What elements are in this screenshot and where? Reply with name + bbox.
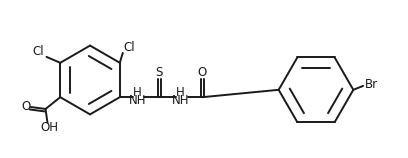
Text: NH: NH <box>172 94 189 107</box>
Text: O: O <box>198 66 207 79</box>
Text: H: H <box>176 86 185 99</box>
Text: S: S <box>155 66 163 79</box>
Text: Cl: Cl <box>33 46 44 58</box>
Text: OH: OH <box>40 121 58 134</box>
Text: H: H <box>133 86 142 99</box>
Text: Br: Br <box>364 78 377 91</box>
Text: Cl: Cl <box>124 41 135 54</box>
Text: NH: NH <box>129 94 146 107</box>
Text: O: O <box>21 100 31 113</box>
